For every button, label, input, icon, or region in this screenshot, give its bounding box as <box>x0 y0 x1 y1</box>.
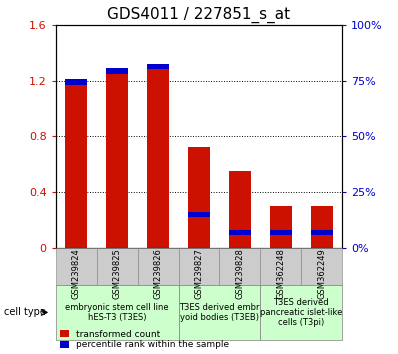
Title: GDS4011 / 227851_s_at: GDS4011 / 227851_s_at <box>107 7 291 23</box>
Bar <box>269 230 292 235</box>
Bar <box>106 74 129 248</box>
Bar <box>269 206 292 248</box>
Legend: transformed count, percentile rank within the sample: transformed count, percentile rank withi… <box>60 330 230 349</box>
Bar <box>106 68 129 74</box>
Text: GSM362248: GSM362248 <box>276 249 285 299</box>
Text: GSM239826: GSM239826 <box>154 249 162 299</box>
Bar <box>229 230 251 235</box>
Bar <box>65 79 88 85</box>
Text: GSM239828: GSM239828 <box>236 249 244 299</box>
Text: GSM239824: GSM239824 <box>72 249 81 299</box>
Text: GSM362249: GSM362249 <box>317 249 326 299</box>
Text: embryonic stem cell line
hES-T3 (T3ES): embryonic stem cell line hES-T3 (T3ES) <box>65 303 169 322</box>
Text: T3ES derived
pancreatic islet-like
cells (T3pi): T3ES derived pancreatic islet-like cells… <box>260 297 343 327</box>
Bar <box>310 206 333 248</box>
Bar <box>229 171 251 248</box>
Bar <box>147 64 169 69</box>
Bar <box>65 85 88 248</box>
Text: T3ES derived embr
yoid bodies (T3EB): T3ES derived embr yoid bodies (T3EB) <box>179 303 260 322</box>
Text: cell type: cell type <box>4 307 46 318</box>
Bar <box>188 148 210 248</box>
Text: GSM239825: GSM239825 <box>113 249 122 299</box>
Bar <box>188 212 210 217</box>
Bar <box>310 230 333 235</box>
Bar <box>147 69 169 248</box>
Text: GSM239827: GSM239827 <box>195 249 203 299</box>
